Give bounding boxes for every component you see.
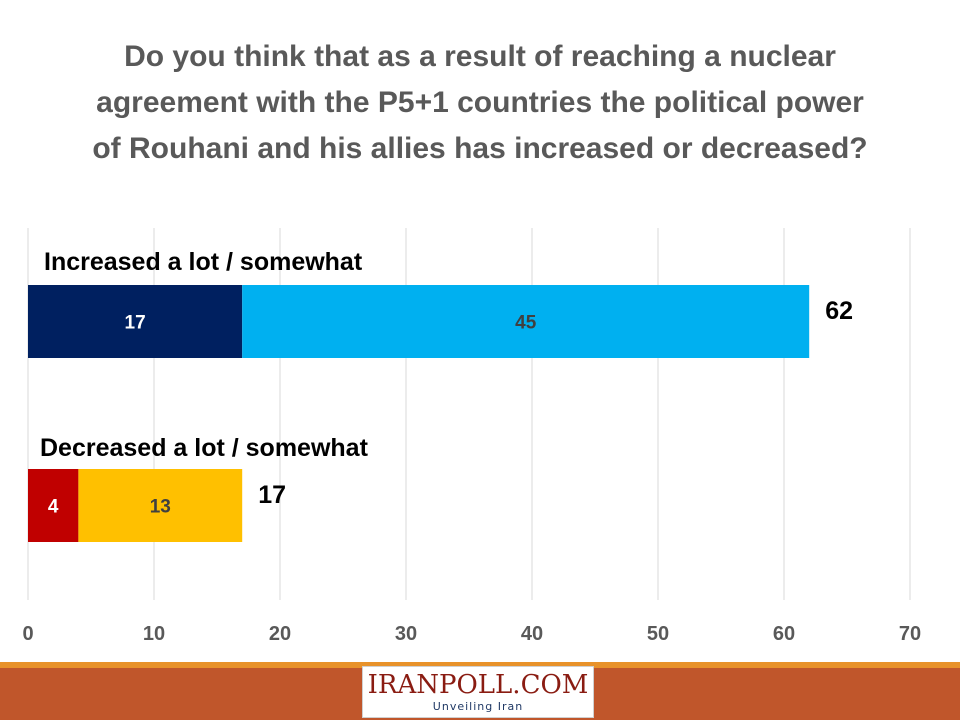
bars xyxy=(28,285,810,542)
category-label: Increased a lot / somewhat xyxy=(44,248,363,276)
segment-value-label: 4 xyxy=(48,497,59,518)
bar-chart: Increased a lot / somewhat 17 45 62 Decrease… xyxy=(22,228,921,645)
footer-accent-line xyxy=(0,662,960,668)
x-tick-label: 70 xyxy=(899,623,921,645)
bar-total-label: 62 xyxy=(825,297,853,325)
bar-segment xyxy=(28,469,79,542)
logo-text: IRANPOLL.COM xyxy=(367,670,589,700)
bar-segment xyxy=(28,285,243,358)
segment-value-label: 17 xyxy=(125,313,146,334)
segment-value-label: 45 xyxy=(515,313,537,334)
x-tick-label: 0 xyxy=(22,623,33,645)
x-tick-label: 60 xyxy=(773,623,795,645)
grid-lines xyxy=(27,228,911,600)
segment-value-label: 13 xyxy=(150,497,171,518)
bar-segment xyxy=(78,469,243,542)
x-tick-label: 20 xyxy=(269,623,291,645)
x-tick-label: 10 xyxy=(143,623,165,645)
x-tick-label: 40 xyxy=(521,623,543,645)
labels: Increased a lot / somewhat 17 45 62 Decrease… xyxy=(40,248,853,518)
category-label: Decreased a lot / somewhat xyxy=(40,434,369,462)
bar-total-label: 17 xyxy=(258,481,286,509)
x-tick-label: 30 xyxy=(395,623,417,645)
x-axis-ticks: 0 10 20 30 40 50 60 70 xyxy=(22,623,921,645)
iranpoll-logo: IRANPOLL.COM Unveiling Iran xyxy=(362,666,594,718)
chart-title: Do you think that as a result of reachin… xyxy=(92,40,868,165)
x-tick-label: 50 xyxy=(647,623,669,645)
bar-segment xyxy=(242,285,810,358)
logo-tagline: Unveiling Iran xyxy=(432,700,524,713)
